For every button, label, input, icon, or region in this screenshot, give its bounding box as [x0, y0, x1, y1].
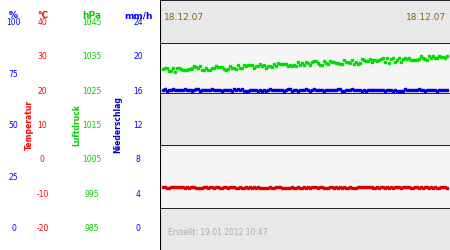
Text: 18.12.07: 18.12.07 [164, 13, 204, 22]
Text: 1025: 1025 [82, 87, 102, 96]
Bar [160, 42, 450, 92]
Text: 1035: 1035 [82, 52, 102, 61]
Text: 995: 995 [85, 190, 99, 199]
Text: 16: 16 [133, 87, 143, 96]
Text: 8: 8 [136, 156, 140, 164]
Bar [160, 145, 450, 208]
Text: 0: 0 [136, 224, 140, 233]
Text: 30: 30 [37, 52, 47, 61]
Text: -20: -20 [36, 224, 49, 233]
Text: -10: -10 [36, 190, 49, 199]
Text: 1015: 1015 [82, 121, 102, 130]
Text: Erstellt: 19.01.2012 10:47: Erstellt: 19.01.2012 10:47 [168, 228, 268, 237]
Text: 1005: 1005 [82, 156, 102, 164]
Text: 25: 25 [9, 173, 18, 182]
Text: hPa: hPa [82, 11, 101, 20]
Text: %: % [9, 11, 18, 20]
Text: 20: 20 [37, 87, 47, 96]
Text: Niederschlag: Niederschlag [114, 96, 123, 154]
Text: 100: 100 [6, 18, 21, 27]
Text: 50: 50 [9, 121, 18, 130]
Text: 1045: 1045 [82, 18, 102, 27]
Text: 18.12.07: 18.12.07 [405, 13, 446, 22]
Text: 24: 24 [133, 18, 143, 27]
Text: 40: 40 [37, 18, 47, 27]
Text: 0: 0 [40, 156, 45, 164]
Text: 10: 10 [37, 121, 47, 130]
Text: 985: 985 [85, 224, 99, 233]
Bar [160, 92, 450, 145]
Text: Luftdruck: Luftdruck [72, 104, 81, 146]
Text: Temperatur: Temperatur [25, 100, 34, 150]
Text: mm/h: mm/h [124, 11, 153, 20]
Text: 20: 20 [133, 52, 143, 61]
Bar [160, 208, 450, 250]
Text: °C: °C [37, 11, 48, 20]
Text: 12: 12 [134, 121, 143, 130]
Text: 0: 0 [11, 224, 16, 233]
Text: 75: 75 [9, 70, 18, 78]
Text: 4: 4 [136, 190, 140, 199]
Bar [160, 0, 450, 42]
